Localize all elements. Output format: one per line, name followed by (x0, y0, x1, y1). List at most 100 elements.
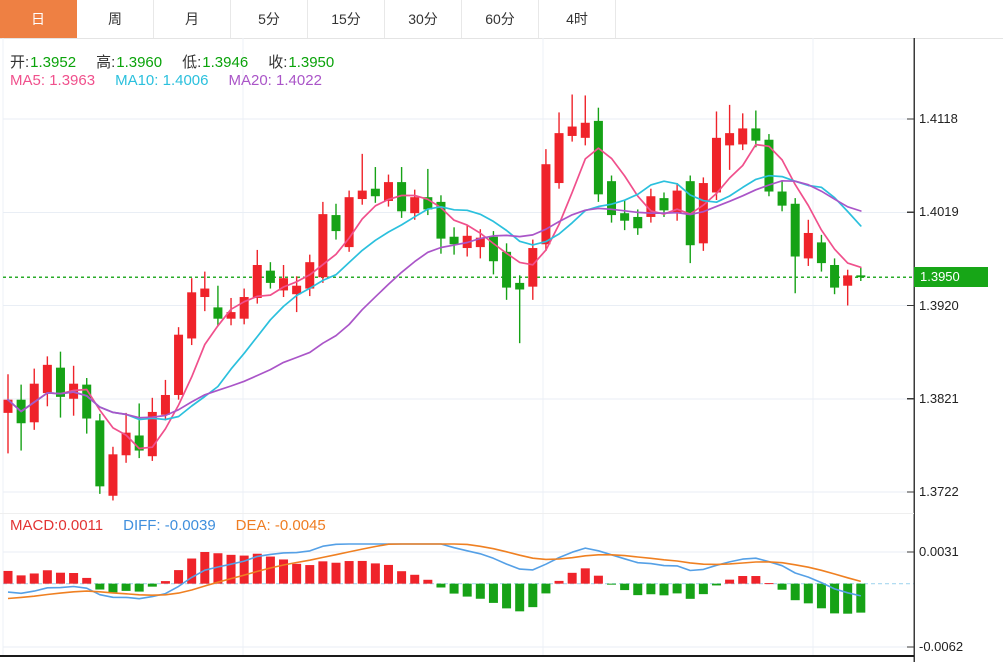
macd-bar-negative (803, 583, 813, 604)
candle-down (777, 191, 787, 206)
candle-up (147, 411, 157, 457)
candle-down (82, 384, 92, 419)
macd-bar-positive (160, 581, 170, 584)
macd-bar-positive (593, 575, 603, 584)
ma10-line (7, 174, 862, 421)
macd-bar-positive (200, 552, 210, 584)
macd-bar-positive (567, 572, 577, 584)
macd-bar-positive (423, 579, 433, 584)
macd-bar-positive (226, 554, 236, 584)
ma20-line (7, 179, 862, 419)
macd-bar-positive (357, 560, 367, 584)
candle-down (502, 251, 512, 288)
candle-down (816, 242, 826, 264)
candle-down (213, 307, 223, 319)
macd-bar-negative (134, 583, 144, 592)
macd-bar-positive (725, 579, 735, 584)
candle-down (436, 201, 446, 239)
candle-up (738, 128, 748, 145)
candle-up (174, 334, 184, 395)
macd-bar-negative (790, 583, 800, 601)
macd-bar-positive (55, 572, 65, 584)
candle-up (200, 288, 210, 298)
macd-bar-negative (462, 583, 472, 597)
macd-bar-positive (82, 577, 92, 584)
candle-up (226, 312, 236, 319)
macd-bar-negative (475, 583, 485, 599)
macd-bar-positive (318, 561, 328, 584)
tab-5min[interactable]: 5分 (231, 0, 308, 38)
candle-down (55, 367, 65, 397)
candle-up (711, 137, 721, 193)
macd-bar-positive (764, 583, 774, 585)
macd-bar-negative (620, 583, 630, 591)
macd-bar-positive (751, 576, 761, 584)
macd-bar-positive (292, 563, 302, 584)
macd-bar-negative (777, 583, 787, 590)
candle-up (252, 264, 262, 298)
macd-bar-negative (528, 583, 538, 608)
candle-up (121, 432, 131, 456)
candle-up (344, 197, 354, 248)
dea-line (7, 543, 862, 600)
macd-bar-positive (239, 555, 249, 584)
macd-bar-negative (659, 583, 669, 596)
macd-bar-negative (515, 583, 525, 612)
macd-bar-positive (344, 561, 354, 584)
macd-bar-negative (672, 583, 682, 594)
macd-bar-negative (830, 583, 840, 614)
candle-up (187, 292, 197, 339)
macd-bar-positive (279, 559, 289, 584)
macd-bar-negative (607, 583, 617, 585)
macd-bar-positive (383, 564, 393, 584)
macd-bar-positive (305, 565, 315, 584)
tab-15min[interactable]: 15分 (308, 0, 385, 38)
macd-bar-positive (265, 556, 275, 584)
macd-bar-negative (711, 583, 721, 586)
candle-down (659, 198, 669, 211)
macd-bar-negative (843, 583, 853, 614)
macd-bar-negative (147, 583, 157, 587)
macd-bar-positive (554, 580, 564, 584)
candle-down (331, 215, 341, 232)
candle-up (803, 232, 813, 259)
tab-day[interactable]: 日 (0, 0, 77, 38)
candle-up (672, 190, 682, 214)
candle-up (698, 183, 708, 244)
macd-bar-positive (370, 563, 380, 584)
macd-bar-negative (436, 583, 446, 588)
candle-down (265, 270, 275, 283)
macd-bar-negative (698, 583, 708, 595)
macd-bar-positive (738, 576, 748, 584)
tab-30min[interactable]: 30分 (385, 0, 462, 38)
candle-up (383, 182, 393, 201)
candle-up (318, 214, 328, 278)
macd-bar-negative (856, 583, 866, 613)
macd-bar-positive (397, 571, 407, 584)
macd-bar-negative (95, 583, 105, 590)
candle-up (567, 126, 577, 136)
macd-bar-positive (16, 575, 26, 584)
candle-up (580, 122, 590, 138)
macd-bar-positive (331, 562, 341, 584)
candle-down (515, 282, 525, 290)
candle-down (607, 181, 617, 216)
candle-down (620, 213, 630, 221)
tab-60min[interactable]: 60分 (462, 0, 539, 38)
macd-bar-positive (69, 573, 79, 584)
tab-month[interactable]: 月 (154, 0, 231, 38)
tab-week[interactable]: 周 (77, 0, 154, 38)
candle-up (108, 454, 118, 496)
macd-bar-positive (29, 573, 39, 584)
macd-bar-negative (488, 583, 498, 603)
macd-bar-positive (174, 570, 184, 584)
tab-4hour[interactable]: 4时 (539, 0, 616, 38)
candle-up (725, 133, 735, 146)
candle-down (856, 275, 866, 278)
macd-bar-negative (646, 583, 656, 595)
candle-down (423, 197, 433, 210)
macd-bar-negative (541, 583, 551, 594)
macd-bar-positive (410, 574, 420, 584)
candle-down (134, 435, 144, 451)
